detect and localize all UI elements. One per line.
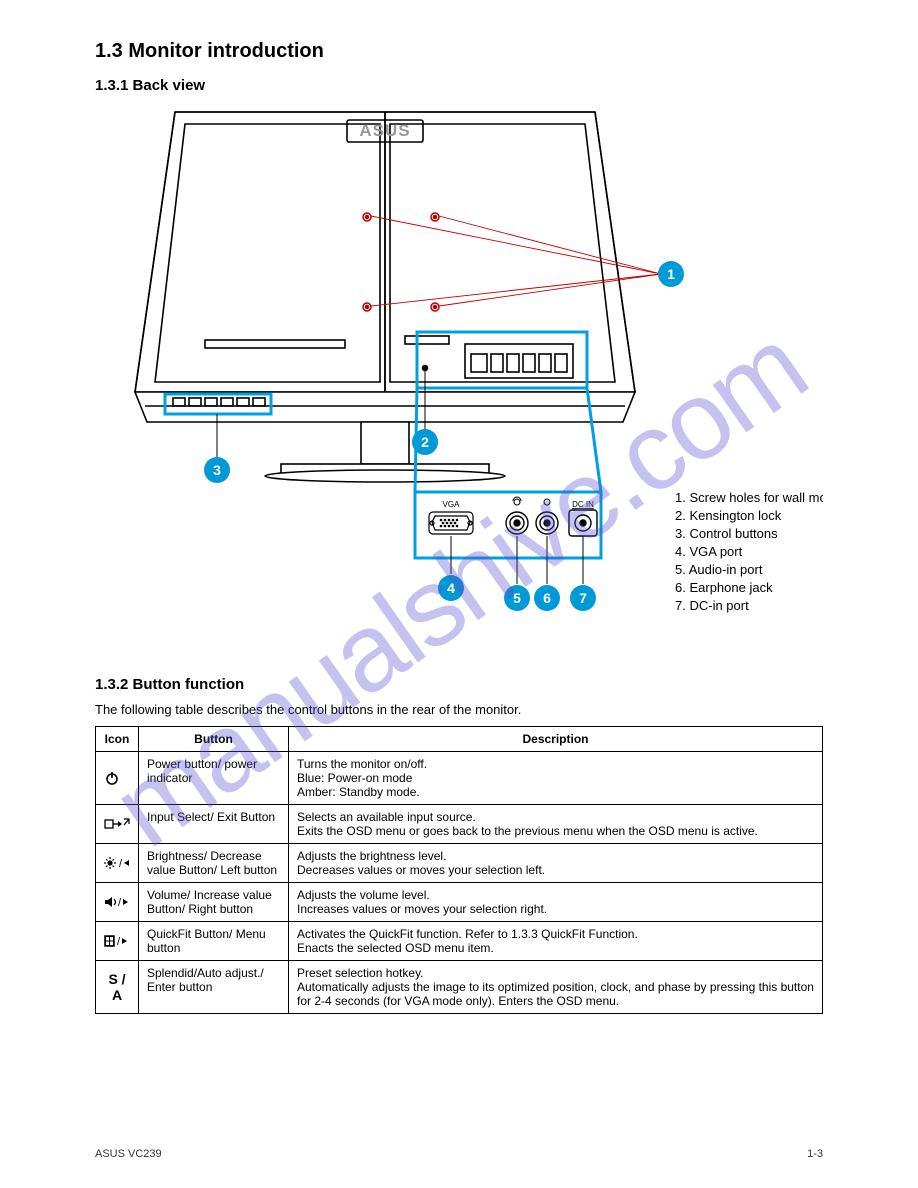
- quickfit-icon: /: [96, 921, 139, 960]
- footer-left: ASUS VC239: [95, 1148, 162, 1160]
- row-desc: Adjusts the volume level. Increases valu…: [289, 882, 823, 921]
- power-icon: [96, 751, 139, 804]
- th-icon: Icon: [96, 726, 139, 751]
- intro-text: The following table describes the contro…: [95, 701, 823, 720]
- row-desc: Activates the QuickFit function. Refer t…: [289, 921, 823, 960]
- callout-5: 5: [513, 590, 521, 606]
- table-row: / QuickFit Button/ Menu button Activates…: [96, 921, 823, 960]
- subsection-back-view: 1.3.1 Back view: [95, 77, 823, 94]
- callout-2: 2: [421, 434, 429, 450]
- table-row: Input Select/ Exit Button Selects an ava…: [96, 804, 823, 843]
- diagram-svg: ASUS: [95, 102, 823, 662]
- callout-7: 7: [579, 590, 587, 606]
- subsection-button-function: 1.3.2 Button function: [95, 676, 823, 693]
- splendid-icon: S / A: [96, 960, 139, 1013]
- row-desc: Selects an available input source. Exits…: [289, 804, 823, 843]
- row-name: Input Select/ Exit Button: [139, 804, 289, 843]
- svg-text:ASUS: ASUS: [359, 121, 410, 140]
- row-name: QuickFit Button/ Menu button: [139, 921, 289, 960]
- svg-text:1. Screw holes for wall mount: 1. Screw holes for wall mount: [675, 490, 823, 505]
- table-row: Power button/ power indicator Turns the …: [96, 751, 823, 804]
- svg-text:3. Control buttons: 3. Control buttons: [675, 526, 778, 541]
- callout-1: 1: [667, 266, 675, 282]
- row-name: Splendid/Auto adjust./ Enter button: [139, 960, 289, 1013]
- svg-text:/: /: [117, 936, 121, 948]
- callout-4: 4: [447, 580, 455, 596]
- row-desc: Turns the monitor on/off. Blue: Power-on…: [289, 751, 823, 804]
- footer-right: 1-3: [807, 1148, 823, 1160]
- row-name: Volume/ Increase value Button/ Right but…: [139, 882, 289, 921]
- button-function-table: Icon Button Description Power button/ po…: [95, 726, 823, 1014]
- row-desc: Adjusts the brightness level. Decreases …: [289, 843, 823, 882]
- port-label-vga: VGA: [443, 500, 461, 509]
- th-desc: Description: [289, 726, 823, 751]
- svg-text:4. VGA port: 4. VGA port: [675, 544, 743, 559]
- volume-icon: /: [96, 882, 139, 921]
- th-button: Button: [139, 726, 289, 751]
- svg-text:2. Kensington lock: 2. Kensington lock: [675, 508, 782, 523]
- svg-text:/: /: [119, 858, 123, 870]
- section-heading: 1.3 Monitor introduction: [95, 40, 823, 63]
- svg-text:/: /: [118, 897, 122, 909]
- port-label-dcin: DC IN: [572, 500, 594, 509]
- callout-3: 3: [213, 462, 221, 478]
- monitor-diagram: ASUS: [95, 102, 823, 662]
- svg-text:5. Audio-in port: 5. Audio-in port: [675, 562, 763, 577]
- row-name: Power button/ power indicator: [139, 751, 289, 804]
- brightness-icon: /: [96, 843, 139, 882]
- callout-6: 6: [543, 590, 551, 606]
- table-row: / Brightness/ Decrease value Button/ Lef…: [96, 843, 823, 882]
- row-desc: Preset selection hotkey. Automatically a…: [289, 960, 823, 1013]
- row-name: Brightness/ Decrease value Button/ Left …: [139, 843, 289, 882]
- table-row: / Volume/ Increase value Button/ Right b…: [96, 882, 823, 921]
- svg-text:6. Earphone jack: 6. Earphone jack: [675, 580, 773, 595]
- input-icon: [96, 804, 139, 843]
- svg-text:7. DC-in port: 7. DC-in port: [675, 598, 749, 613]
- table-row: S / A Splendid/Auto adjust./ Enter butto…: [96, 960, 823, 1013]
